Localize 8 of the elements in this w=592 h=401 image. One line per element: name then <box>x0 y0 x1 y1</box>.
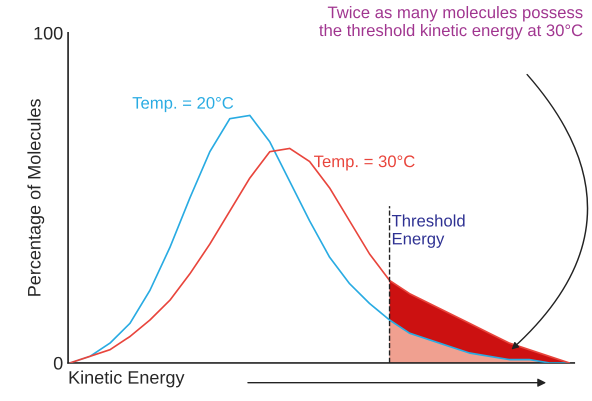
x-axis-title: Kinetic Energy <box>70 370 184 388</box>
annotation: Twice as many molecules possess the threshold kinetic energy at 30°C <box>319 6 583 40</box>
series-label: Temp. = 20°C <box>132 96 234 112</box>
y-tick-label: 0 <box>54 356 63 370</box>
y-tick-label: 100 <box>34 26 63 40</box>
annotation: Threshold Energy <box>392 214 465 248</box>
series-label: Temp. = 30°C <box>314 155 415 171</box>
y-axis-title: Percentage of Molecules <box>27 99 44 296</box>
